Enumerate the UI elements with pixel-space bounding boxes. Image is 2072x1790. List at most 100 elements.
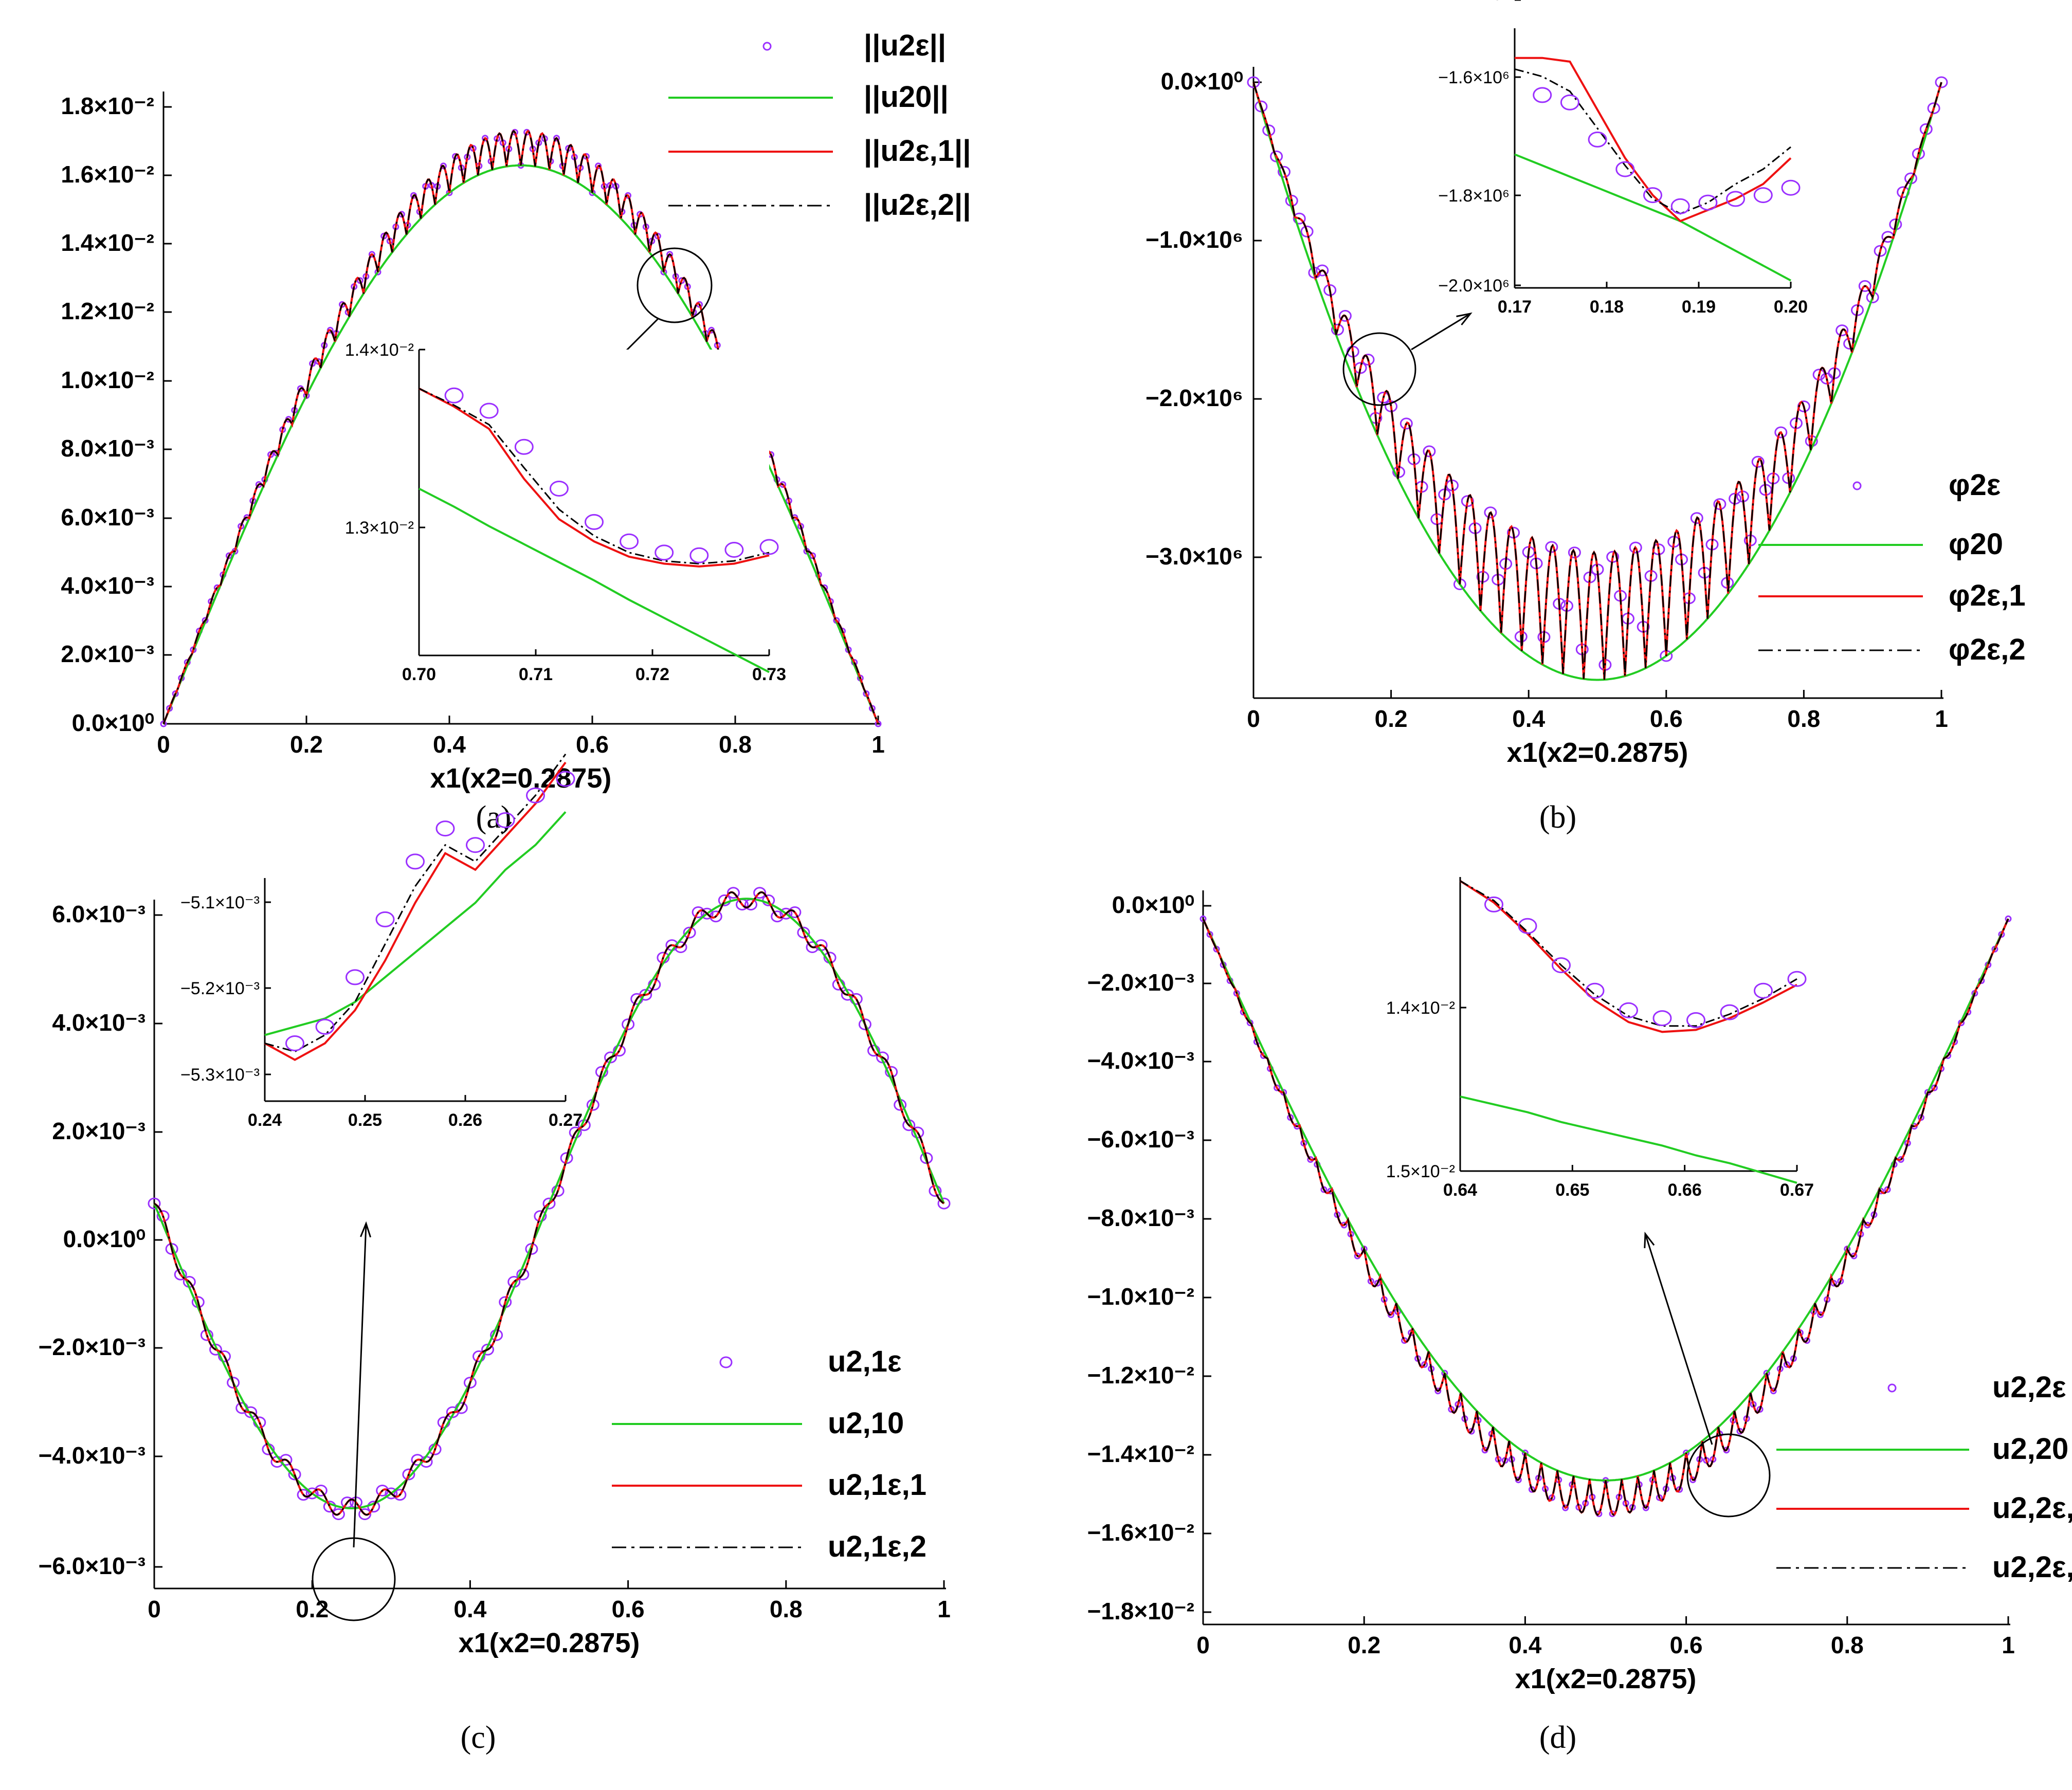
inset-y-tick-label: −1.8×10⁶ — [1438, 186, 1510, 206]
inset-data-point — [346, 969, 365, 985]
inset-line-red — [419, 387, 770, 568]
y-tick-label: −1.8×10⁻² — [1087, 1598, 1194, 1624]
x-tick-label: 0 — [1247, 705, 1260, 732]
y-tick-label: −1.0×10⁻² — [1087, 1283, 1194, 1310]
data-point — [1835, 324, 1849, 337]
inset-y-tick-label: −5.1×10⁻³ — [180, 893, 260, 912]
x-tick-label: 0.2 — [1375, 705, 1408, 732]
inset-data-point — [466, 837, 485, 853]
legend-label: u2,2ε — [1992, 1371, 2066, 1404]
inset-x-tick-label: 0.25 — [348, 1110, 382, 1130]
data-point — [1690, 512, 1703, 524]
data-point — [595, 1066, 608, 1078]
inset-data-point — [444, 387, 464, 404]
inset-data-point — [526, 787, 545, 803]
inset-data-point — [724, 542, 744, 558]
x-axis-label: x1(x2=0.2875) — [1515, 1664, 1697, 1694]
data-point — [551, 1185, 565, 1197]
y-tick-label: 6.0×10⁻³ — [61, 504, 154, 531]
inset-x-tick-label: 0.18 — [1590, 297, 1624, 317]
data-point — [297, 1489, 310, 1501]
data-point — [156, 1210, 170, 1222]
series-line-3 — [1202, 918, 2009, 1516]
data-point — [1484, 506, 1497, 519]
x-tick-label: 0.6 — [612, 1596, 645, 1622]
x-tick-label: 1 — [937, 1596, 951, 1622]
legend-marker — [762, 42, 772, 51]
y-tick-label: 4.0×10⁻³ — [61, 572, 154, 599]
y-tick-label: 1.6×10⁻² — [61, 161, 154, 188]
zoom-circle — [637, 247, 713, 323]
y-tick-label: −3.0×10⁶ — [1146, 543, 1243, 570]
arrow-head — [360, 1221, 372, 1238]
data-point — [1770, 1387, 1777, 1395]
data-point — [1293, 212, 1306, 225]
data-point — [393, 1489, 407, 1501]
inset-data-point — [759, 539, 779, 555]
panel-caption: (d) — [1539, 1720, 1576, 1755]
inset-data-point — [1484, 896, 1503, 912]
x-axis-label: x1(x2=0.2875) — [430, 763, 612, 794]
y-tick-label: 1.4×10⁻² — [61, 229, 154, 256]
data-point — [1423, 445, 1436, 458]
data-point — [227, 1377, 240, 1389]
inset-data-point — [1720, 1004, 1739, 1020]
inset-x-tick-label: 0.70 — [402, 665, 436, 684]
data-point — [779, 907, 793, 920]
legend-label: φ2ε — [1949, 468, 2001, 502]
legend-label: ||u2ε|| — [864, 29, 946, 62]
inset-y-tick-label: 1.4×10⁻² — [345, 340, 414, 360]
data-point — [225, 552, 232, 559]
data-point — [385, 1487, 398, 1500]
inset-data-point — [585, 514, 604, 530]
data-point — [788, 906, 802, 918]
y-tick-label: 1.8×10⁻² — [61, 93, 154, 119]
data-point — [463, 1377, 477, 1389]
data-point — [929, 1185, 942, 1197]
inset-data-point — [689, 547, 709, 563]
data-point — [288, 1468, 301, 1481]
data-point — [867, 1045, 880, 1057]
legend-marker — [719, 1356, 733, 1368]
data-point — [1935, 76, 1948, 88]
inset-data-point — [1670, 198, 1690, 214]
legend-marker — [1887, 1383, 1897, 1393]
x-tick-label: 0 — [157, 731, 170, 758]
data-point — [885, 1066, 898, 1078]
inset-data-point — [1753, 187, 1773, 204]
x-tick-label: 0 — [148, 1596, 161, 1622]
data-point — [708, 326, 715, 334]
inset-data-point — [1726, 191, 1746, 207]
inset-y-tick-label: 1.4×10⁻² — [1386, 998, 1455, 1018]
inset-x-tick-label: 0.17 — [1498, 297, 1532, 317]
zoom-circle — [1686, 1433, 1771, 1518]
legend-b: φ2ε φ20 φ2ε,1 φ2ε,2 — [1758, 468, 2026, 666]
inset-x-tick-label: 0.20 — [1774, 297, 1808, 317]
inset-data-point — [514, 439, 534, 455]
x-tick-label: 0.4 — [453, 1596, 486, 1622]
panel-a: 0.0×10⁰ 2.0×10⁻³ 4.0×10⁻³ 6.0×10⁻³ 8.0×10⁻³ 1… — [61, 29, 971, 835]
data-point — [490, 1329, 503, 1341]
data-point — [542, 1197, 556, 1210]
data-point — [809, 552, 816, 559]
x-tick-label: 1 — [871, 731, 885, 758]
y-tick-label: −1.4×10⁻² — [1087, 1440, 1194, 1467]
inset-y-tick-label: −5.3×10⁻³ — [180, 1065, 260, 1085]
inset-data-point — [1588, 131, 1607, 148]
data-point — [1931, 1084, 1938, 1091]
legend-c: u2,1ε u2,10 u2,1ε,1 u2,1ε,2 — [612, 1345, 926, 1563]
legend-label: φ20 — [1949, 527, 2003, 561]
x-tick-label: 0.6 — [1650, 705, 1683, 732]
panel-caption: (a) — [476, 800, 512, 835]
data-point — [553, 135, 560, 142]
zoom-circle — [1342, 332, 1416, 406]
inset-data-point — [1585, 982, 1605, 999]
inset-y-tick-label: −2.0×10⁶ — [1438, 276, 1510, 296]
x-axis-label: x1(x2=0.2875) — [459, 1628, 640, 1658]
x-tick-label: 0.8 — [719, 731, 752, 758]
inset-x-tick-label: 0.73 — [752, 665, 786, 684]
x-tick-label: 0 — [1196, 1632, 1210, 1658]
zoom-arrow — [353, 1223, 367, 1548]
y-tick-label: 8.0×10⁻³ — [61, 435, 154, 462]
